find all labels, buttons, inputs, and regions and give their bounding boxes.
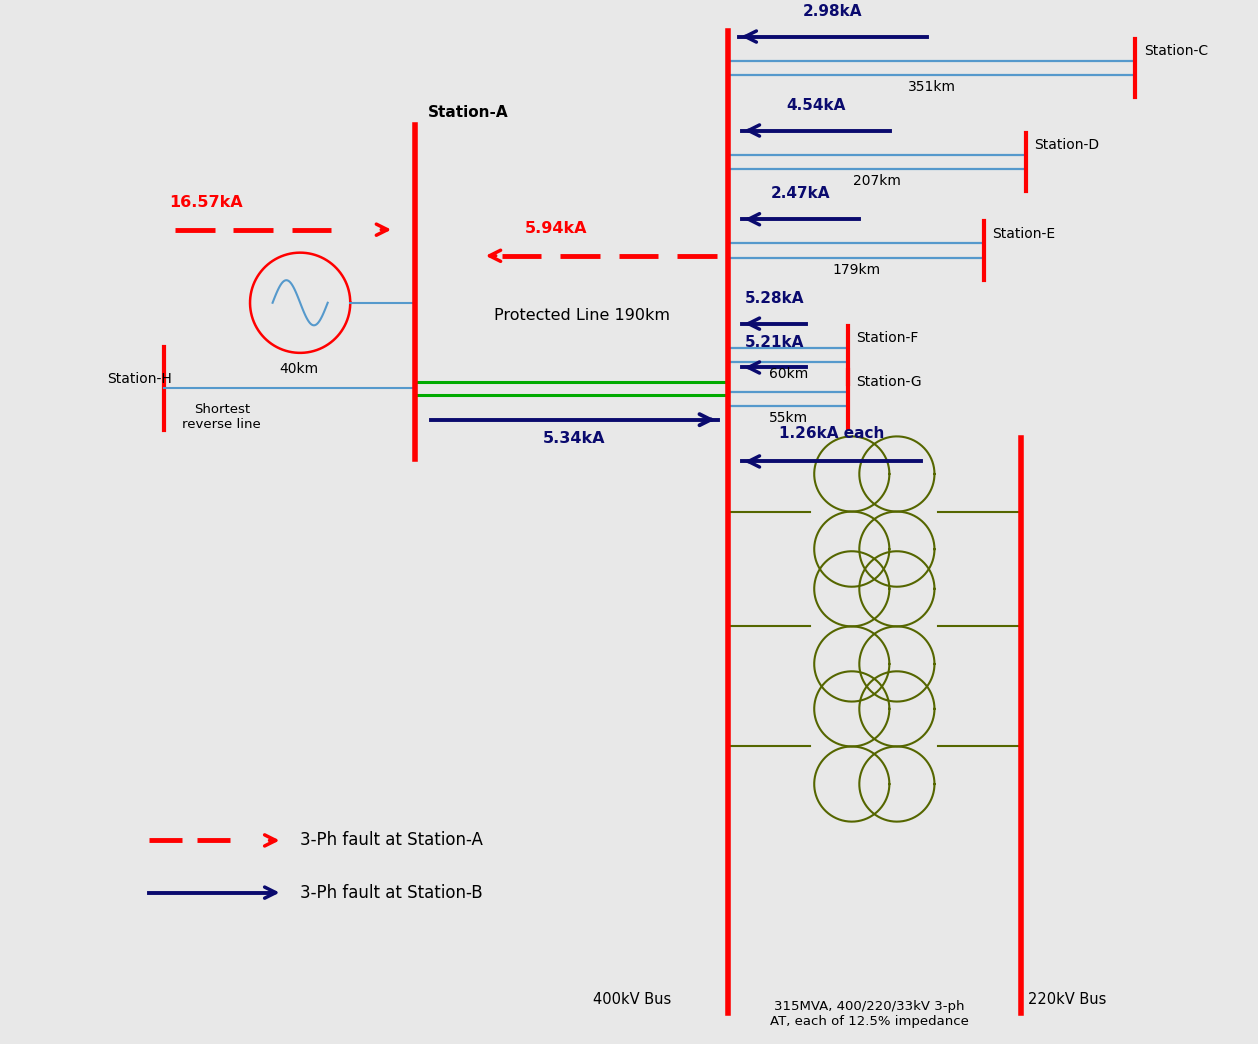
Text: Station-H: Station-H xyxy=(107,372,172,386)
Text: 2.47kA: 2.47kA xyxy=(770,187,830,201)
Text: 5.21kA: 5.21kA xyxy=(745,335,804,350)
Text: Station-D: Station-D xyxy=(1034,138,1099,152)
Text: Station-A: Station-A xyxy=(428,105,508,120)
Text: 3-Ph fault at Station-A: 3-Ph fault at Station-A xyxy=(301,831,483,850)
Text: 400kV Bus: 400kV Bus xyxy=(593,993,671,1007)
Text: 207km: 207km xyxy=(853,173,901,188)
Text: 220kV Bus: 220kV Bus xyxy=(1028,993,1106,1007)
Text: 60km: 60km xyxy=(769,366,808,381)
Text: Station-E: Station-E xyxy=(993,227,1055,241)
Text: Station-G: Station-G xyxy=(857,375,922,389)
Text: 5.28kA: 5.28kA xyxy=(745,291,804,306)
Text: 1.26kA each: 1.26kA each xyxy=(779,427,884,442)
Text: 2.98kA: 2.98kA xyxy=(803,4,862,19)
Text: 16.57kA: 16.57kA xyxy=(170,195,243,210)
Text: 351km: 351km xyxy=(908,79,956,94)
Text: 40km: 40km xyxy=(279,361,318,376)
Text: 5.34kA: 5.34kA xyxy=(543,431,605,446)
Text: Station-F: Station-F xyxy=(857,331,918,346)
Text: 55km: 55km xyxy=(769,410,808,425)
Text: 5.94kA: 5.94kA xyxy=(525,221,587,236)
Text: 4.54kA: 4.54kA xyxy=(786,98,845,113)
Text: 179km: 179km xyxy=(832,262,881,277)
Text: 315MVA, 400/220/33kV 3-ph
AT, each of 12.5% impedance: 315MVA, 400/220/33kV 3-ph AT, each of 12… xyxy=(770,1000,969,1028)
Text: Protected Line 190km: Protected Line 190km xyxy=(494,308,671,323)
Text: 3-Ph fault at Station-B: 3-Ph fault at Station-B xyxy=(301,883,483,902)
Text: Station-C: Station-C xyxy=(1144,44,1208,58)
Text: Shortest
reverse line: Shortest reverse line xyxy=(182,403,262,431)
